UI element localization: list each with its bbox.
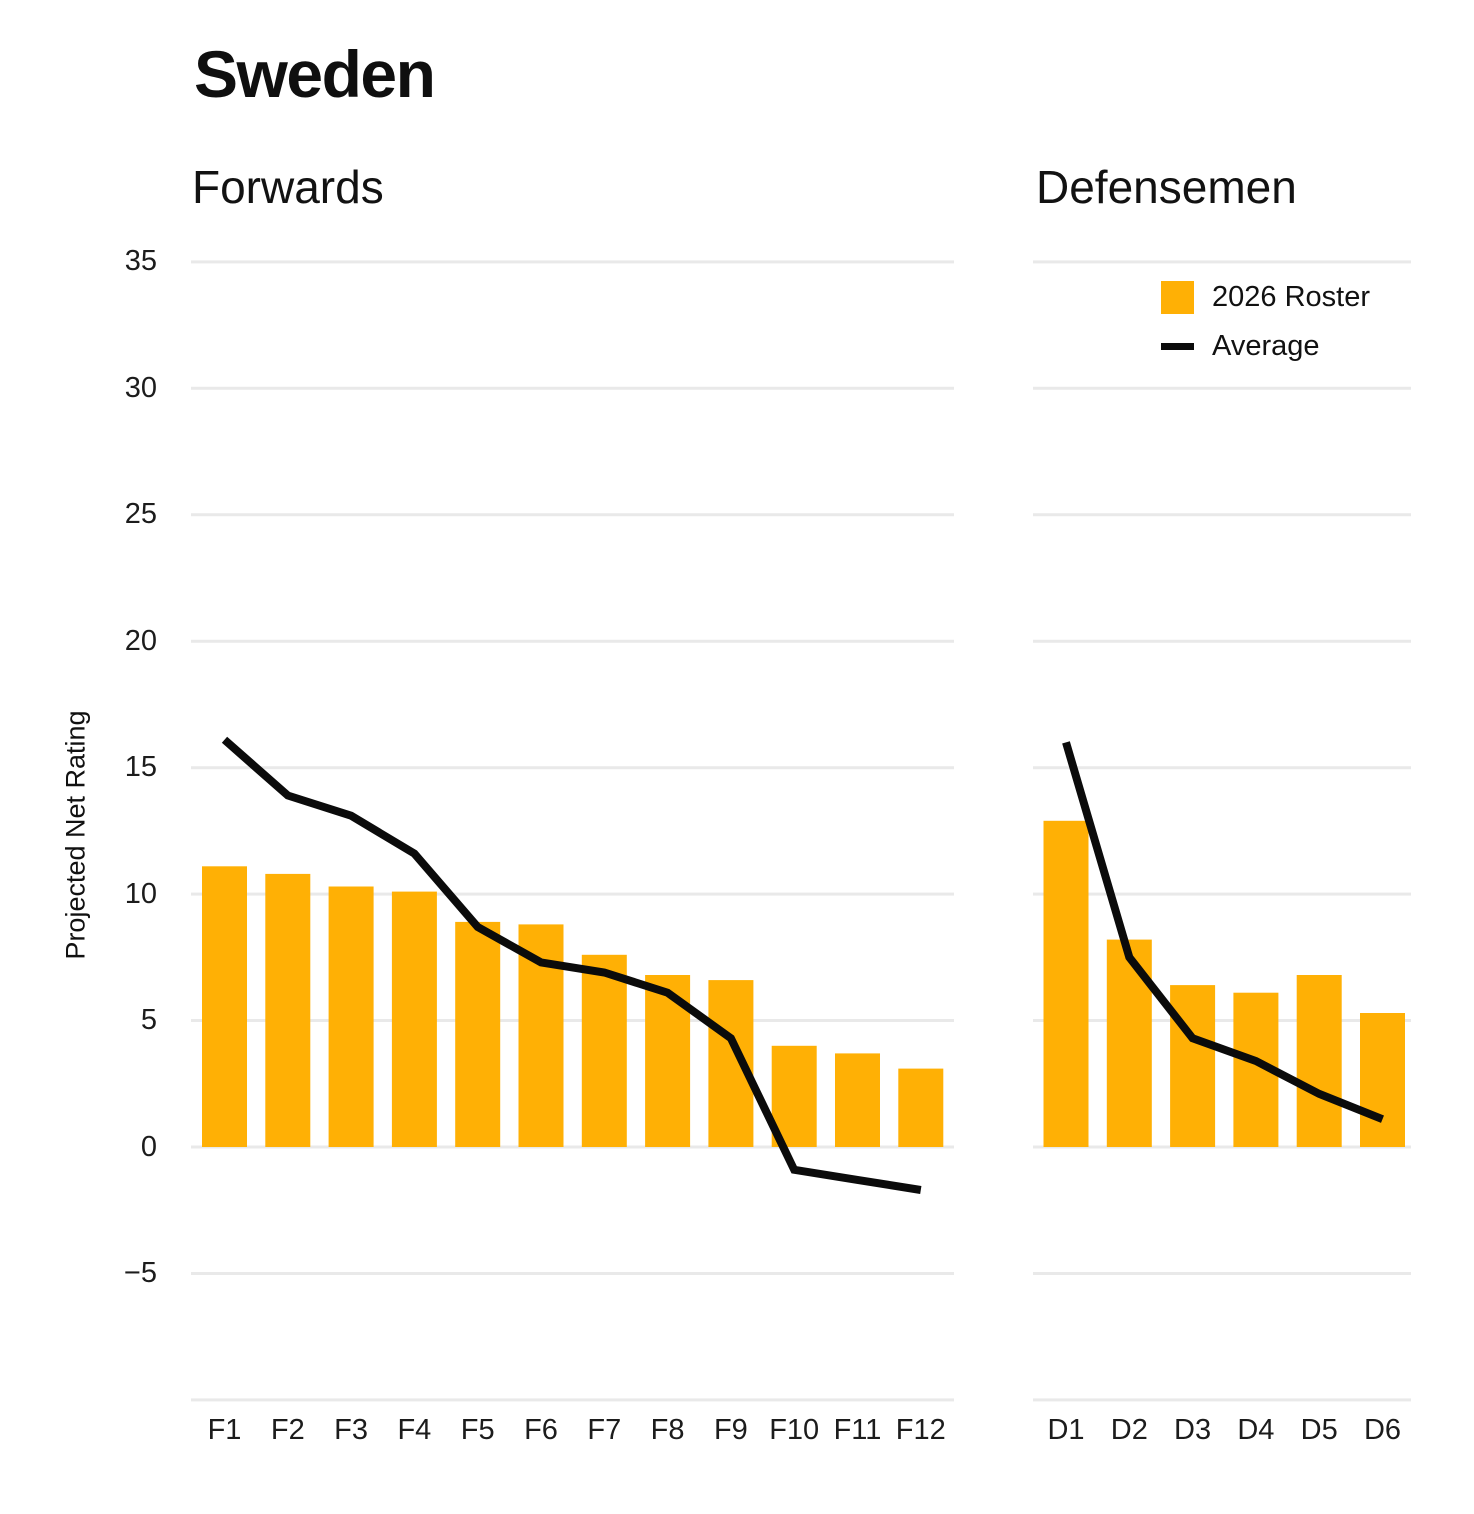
legend-item-roster: 2026 Roster	[1161, 281, 1370, 314]
x-tick-label-D5: D5	[1301, 1414, 1338, 1446]
forwards-chart-panel: F1 F2 F3 F4 F5 F6 F7 F8 F9 F10 F11 F12	[191, 240, 954, 1514]
legend-item-average: Average	[1161, 330, 1370, 363]
y-tick-label-10: 10	[124, 877, 157, 910]
average-line	[1062, 741, 1384, 1123]
x-tick-label-D6: D6	[1364, 1414, 1401, 1446]
y-tick-label-35: 35	[124, 245, 157, 278]
bar-F5	[455, 921, 501, 1147]
y-tick-label-5: 5	[140, 1004, 157, 1037]
x-tick-label-D4: D4	[1237, 1414, 1274, 1446]
bar-F3	[328, 886, 374, 1147]
x-tick-label-F1: F1	[208, 1414, 242, 1446]
bar-F1	[202, 866, 247, 1147]
bar-F11	[835, 1053, 880, 1147]
x-tick-label-F2: F2	[271, 1414, 305, 1446]
forwards-panel-title: Forwards	[192, 161, 384, 213]
bar-D6	[1360, 1013, 1405, 1147]
y-tick-label-15: 15	[124, 751, 157, 784]
y-tick-label--5: −5	[123, 1256, 157, 1289]
x-tick-label-F11: F11	[834, 1414, 882, 1446]
roster-swatch-icon	[1161, 281, 1194, 314]
x-tick-label-D3: D3	[1174, 1414, 1211, 1446]
bar-F12	[898, 1068, 944, 1147]
x-tick-label-F5: F5	[461, 1414, 495, 1446]
y-tick-label-30: 30	[124, 371, 157, 404]
x-tick-label-F9: F9	[714, 1414, 748, 1446]
y-tick-label-0: 0	[140, 1130, 157, 1163]
forwards-chart: F1 F2 F3 F4 F5 F6 F7 F8 F9 F10 F11 F12	[191, 260, 954, 1446]
defensemen-panel-title: Defensemen	[1036, 161, 1297, 213]
x-tick-label-F10: F10	[769, 1414, 819, 1446]
page-title: Sweden	[194, 37, 436, 111]
bar-D3	[1170, 985, 1216, 1147]
bar-D1	[1043, 820, 1089, 1147]
average-line	[221, 736, 922, 1194]
defensemen-chart: D1 D2 D3 D4 D5 D6	[1033, 260, 1411, 1446]
defensemen-chart-panel: D1 D2 D3 D4 D5 D6	[1033, 240, 1411, 1514]
y-tick-label-20: 20	[124, 624, 157, 657]
x-tick-label-F8: F8	[651, 1414, 685, 1446]
legend: 2026 Roster Average	[1161, 281, 1370, 363]
bar-F7	[581, 954, 627, 1147]
x-tick-label-F12: F12	[896, 1414, 946, 1446]
y-axis-title: Projected Net Rating	[60, 710, 91, 960]
y-tick-label-25: 25	[124, 498, 157, 531]
average-swatch-icon	[1161, 343, 1194, 350]
bar-F2	[265, 873, 311, 1147]
bar-F4	[391, 891, 437, 1147]
x-tick-label-F7: F7	[587, 1414, 621, 1446]
bar-D2	[1106, 939, 1152, 1147]
bar-D5	[1296, 975, 1342, 1147]
x-tick-label-D2: D2	[1111, 1414, 1148, 1446]
legend-average-label: Average	[1212, 330, 1320, 362]
x-tick-label-F4: F4	[397, 1414, 431, 1446]
x-tick-label-F3: F3	[334, 1414, 368, 1446]
legend-roster-label: 2026 Roster	[1212, 281, 1370, 313]
x-tick-label-D1: D1	[1047, 1414, 1084, 1446]
x-tick-label-F6: F6	[524, 1414, 558, 1446]
